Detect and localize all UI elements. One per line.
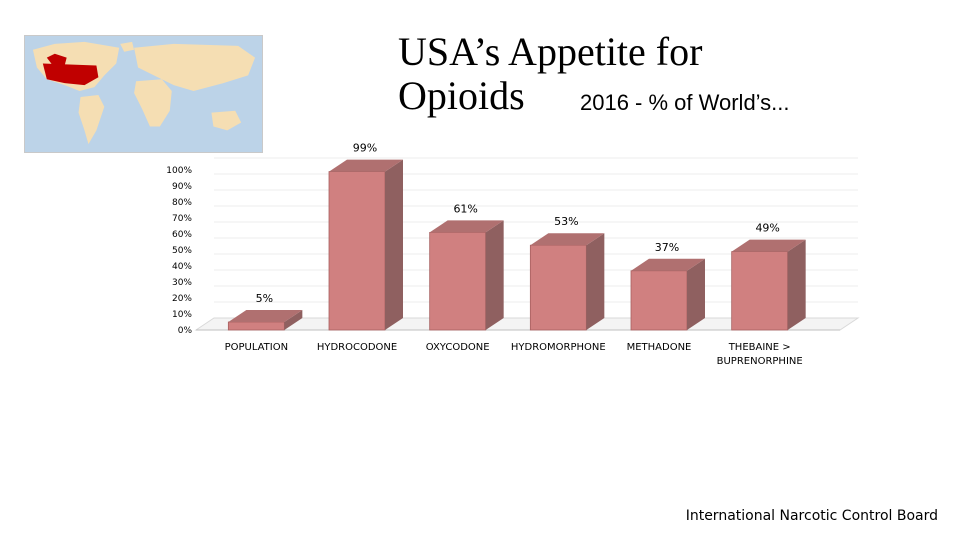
page-title: USA’s Appetite for Opioids — [398, 29, 703, 118]
data-label: 99% — [353, 142, 377, 155]
y-tick-label: 10% — [172, 310, 192, 320]
y-tick-label: 20% — [172, 294, 192, 304]
data-label: 37% — [655, 241, 679, 254]
data-label: 61% — [453, 202, 477, 215]
y-tick-label: 100% — [166, 166, 192, 176]
bar-side — [485, 220, 504, 330]
bar-side — [586, 233, 605, 330]
data-labels: 5% 99% 61% 53% 37% 49% — [256, 142, 780, 305]
bar-top — [530, 233, 605, 246]
bar — [328, 159, 403, 331]
data-label: 5% — [256, 292, 273, 305]
chart-title: 2016 - % of World’s... — [580, 90, 790, 115]
bar — [529, 233, 605, 331]
bar-front — [529, 244, 587, 331]
x-tick-label: METHADONE — [627, 342, 692, 353]
bar — [227, 310, 303, 331]
y-axis: 0% 10% 20% 30% 40% 50% 60% 70% 80% 90% 100% — [166, 166, 192, 336]
y-tick-label: 90% — [172, 182, 192, 192]
bar — [630, 258, 705, 331]
world-map — [24, 35, 263, 153]
bar-side — [284, 310, 303, 330]
y-tick-label: 0% — [178, 326, 193, 336]
bar-front — [630, 270, 688, 331]
bar — [731, 239, 806, 331]
bar-top — [228, 310, 303, 322]
bar-top — [731, 239, 806, 252]
x-tick-label: HYDROCODONE — [317, 342, 397, 353]
chart-bars — [227, 159, 806, 331]
bar-side — [385, 159, 403, 330]
bar-top — [429, 220, 504, 233]
bar-side — [787, 239, 806, 330]
x-tick-label: OXYCODONE — [426, 342, 490, 353]
bar-top — [329, 159, 403, 172]
x-tick-label: POPULATION — [225, 342, 289, 353]
bar-front — [328, 171, 386, 331]
bar-front — [731, 251, 789, 331]
y-tick-label: 50% — [172, 246, 192, 256]
x-tick-label: HYDROMORPHONE — [511, 342, 606, 353]
bar-top — [631, 258, 705, 271]
world-map-image — [25, 36, 262, 152]
y-tick-label: 80% — [172, 198, 192, 208]
bar-front — [227, 321, 285, 331]
data-label: 49% — [755, 222, 779, 235]
data-label: 53% — [554, 215, 578, 228]
x-tick-label: THEBAINE > BUPRENORPHINE — [717, 342, 803, 367]
usa-highlight — [42, 63, 99, 86]
y-tick-label: 60% — [172, 230, 192, 240]
bar — [429, 220, 504, 331]
bar-side — [687, 258, 705, 330]
y-tick-label: 40% — [172, 262, 192, 272]
x-axis-labels: POPULATION HYDROCODONE OXYCODONE HYDROMORPH… — [225, 342, 803, 367]
source-credit: International Narcotic Control Board — [685, 508, 938, 524]
y-tick-label: 70% — [172, 214, 192, 224]
y-tick-label: 30% — [172, 278, 192, 288]
bar-front — [429, 231, 487, 331]
